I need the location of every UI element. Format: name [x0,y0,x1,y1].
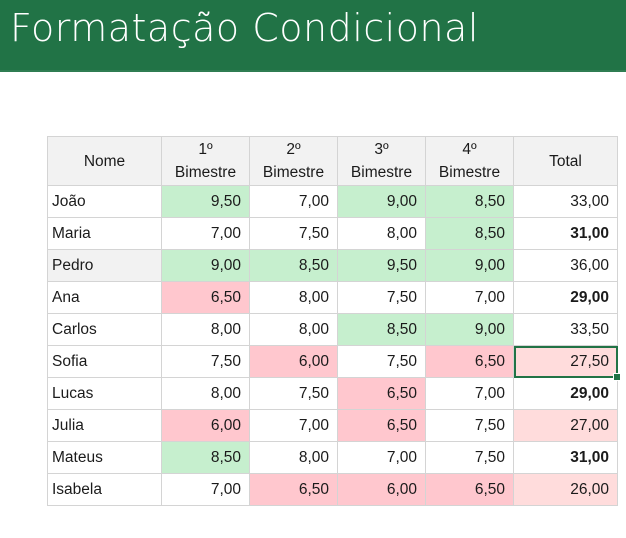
table-row: Julia 6,00 7,00 6,50 7,50 27,00 [47,409,618,442]
cell-b3[interactable]: 6,50 [337,377,426,410]
cell-b3[interactable]: 9,00 [337,185,426,218]
header-sublabel: Bimestre [262,164,325,181]
cell-name[interactable]: Carlos [47,313,162,346]
cell-b3[interactable]: 8,50 [337,313,426,346]
cell-total-value: 27,50 [570,352,609,370]
cell-b3[interactable]: 9,50 [337,249,426,282]
cell-b2[interactable]: 6,50 [249,473,338,506]
cell-total[interactable]: 26,00 [513,473,618,506]
header-label: 2º [286,141,301,158]
header-nome[interactable]: Nome [47,136,162,186]
cell-total[interactable]: 29,00 [513,281,618,314]
table-row: Lucas 8,00 7,50 6,50 7,00 29,00 [47,377,618,410]
header-label: Nome [83,152,126,170]
cell-b2[interactable]: 7,00 [249,185,338,218]
title-banner: Formatação Condicional [0,0,626,72]
table-row: Ana 6,50 8,00 7,50 7,00 29,00 [47,281,618,314]
cell-b1[interactable]: 8,50 [161,441,250,474]
header-label: Total [549,152,582,170]
cell-b4[interactable]: 6,50 [425,473,514,506]
cell-b2[interactable]: 8,00 [249,441,338,474]
cell-name[interactable]: Sofia [47,345,162,378]
cell-name[interactable]: Isabela [47,473,162,506]
cell-name[interactable]: Lucas [47,377,162,410]
cell-b1[interactable]: 6,00 [161,409,250,442]
cell-b1[interactable]: 9,50 [161,185,250,218]
cell-name[interactable]: Maria [47,217,162,250]
cell-b3[interactable]: 7,00 [337,441,426,474]
table-row: Isabela 7,00 6,50 6,00 6,50 26,00 [47,473,618,506]
cell-b3[interactable]: 8,00 [337,217,426,250]
cell-b1[interactable]: 7,00 [161,217,250,250]
cell-total[interactable]: 31,00 [513,217,618,250]
cell-b2[interactable]: 6,00 [249,345,338,378]
header-sublabel: Bimestre [438,164,501,181]
table-row: Mateus 8,50 8,00 7,00 7,50 31,00 [47,441,618,474]
cell-total[interactable]: 31,00 [513,441,618,474]
table-row: Pedro 9,00 8,50 9,50 9,00 36,00 [47,249,618,282]
table-row: Maria 7,00 7,50 8,00 8,50 31,00 [47,217,618,250]
grades-table: Nome 1º Bimestre 2º Bimestre 3º Bimestre 4º… [47,136,621,506]
table-row: Sofia 7,50 6,00 7,50 6,50 27,50 [47,345,621,381]
cell-b4[interactable]: 6,50 [425,345,514,378]
cell-name[interactable]: Julia [47,409,162,442]
header-sublabel: Bimestre [174,164,237,181]
header-bimestre-1[interactable]: 1º Bimestre [161,136,250,186]
header-label: 1º [198,141,213,158]
cell-total-selected[interactable]: 27,50 [513,345,621,381]
header-total[interactable]: Total [513,136,618,186]
cell-b4[interactable]: 7,50 [425,409,514,442]
header-label: 4º [462,141,477,158]
header-bimestre-3[interactable]: 3º Bimestre [337,136,426,186]
cell-b4[interactable]: 7,00 [425,377,514,410]
cell-total[interactable]: 33,00 [513,185,618,218]
cell-b3[interactable]: 6,50 [337,409,426,442]
table-row: Carlos 8,00 8,00 8,50 9,00 33,50 [47,313,618,346]
cell-total[interactable]: 29,00 [513,377,618,410]
header-bimestre-4[interactable]: 4º Bimestre [425,136,514,186]
header-bimestre-2[interactable]: 2º Bimestre [249,136,338,186]
cell-b2[interactable]: 8,00 [249,281,338,314]
page-title: Formatação Condicional [10,6,479,50]
cell-b4[interactable]: 7,50 [425,441,514,474]
cell-total[interactable]: 27,00 [513,409,618,442]
cell-b4[interactable]: 7,00 [425,281,514,314]
cell-name[interactable]: Mateus [47,441,162,474]
cell-b1[interactable]: 7,00 [161,473,250,506]
cell-b4[interactable]: 9,00 [425,313,514,346]
cell-name[interactable]: Ana [47,281,162,314]
table-row: João 9,50 7,00 9,00 8,50 33,00 [47,185,618,218]
cell-total[interactable]: 33,50 [513,313,618,346]
cell-name[interactable]: Pedro [47,249,162,282]
cell-b3[interactable]: 7,50 [337,281,426,314]
cell-b1[interactable]: 6,50 [161,281,250,314]
cell-b1[interactable]: 9,00 [161,249,250,282]
cell-b2[interactable]: 8,50 [249,249,338,282]
cell-b4[interactable]: 8,50 [425,185,514,218]
cell-b2[interactable]: 8,00 [249,313,338,346]
cell-b2[interactable]: 7,50 [249,217,338,250]
cell-b4[interactable]: 9,00 [425,249,514,282]
cell-b3[interactable]: 6,00 [337,473,426,506]
fill-handle[interactable] [613,373,621,381]
cell-b1[interactable]: 8,00 [161,313,250,346]
cell-b4[interactable]: 8,50 [425,217,514,250]
cell-total[interactable]: 36,00 [513,249,618,282]
header-sublabel: Bimestre [350,164,413,181]
cell-b2[interactable]: 7,00 [249,409,338,442]
cell-b2[interactable]: 7,50 [249,377,338,410]
cell-b3[interactable]: 7,50 [337,345,426,378]
cell-b1[interactable]: 7,50 [161,345,250,378]
cell-name[interactable]: João [47,185,162,218]
header-row: Nome 1º Bimestre 2º Bimestre 3º Bimestre 4º… [47,136,618,186]
cell-b1[interactable]: 8,00 [161,377,250,410]
header-label: 3º [374,141,389,158]
